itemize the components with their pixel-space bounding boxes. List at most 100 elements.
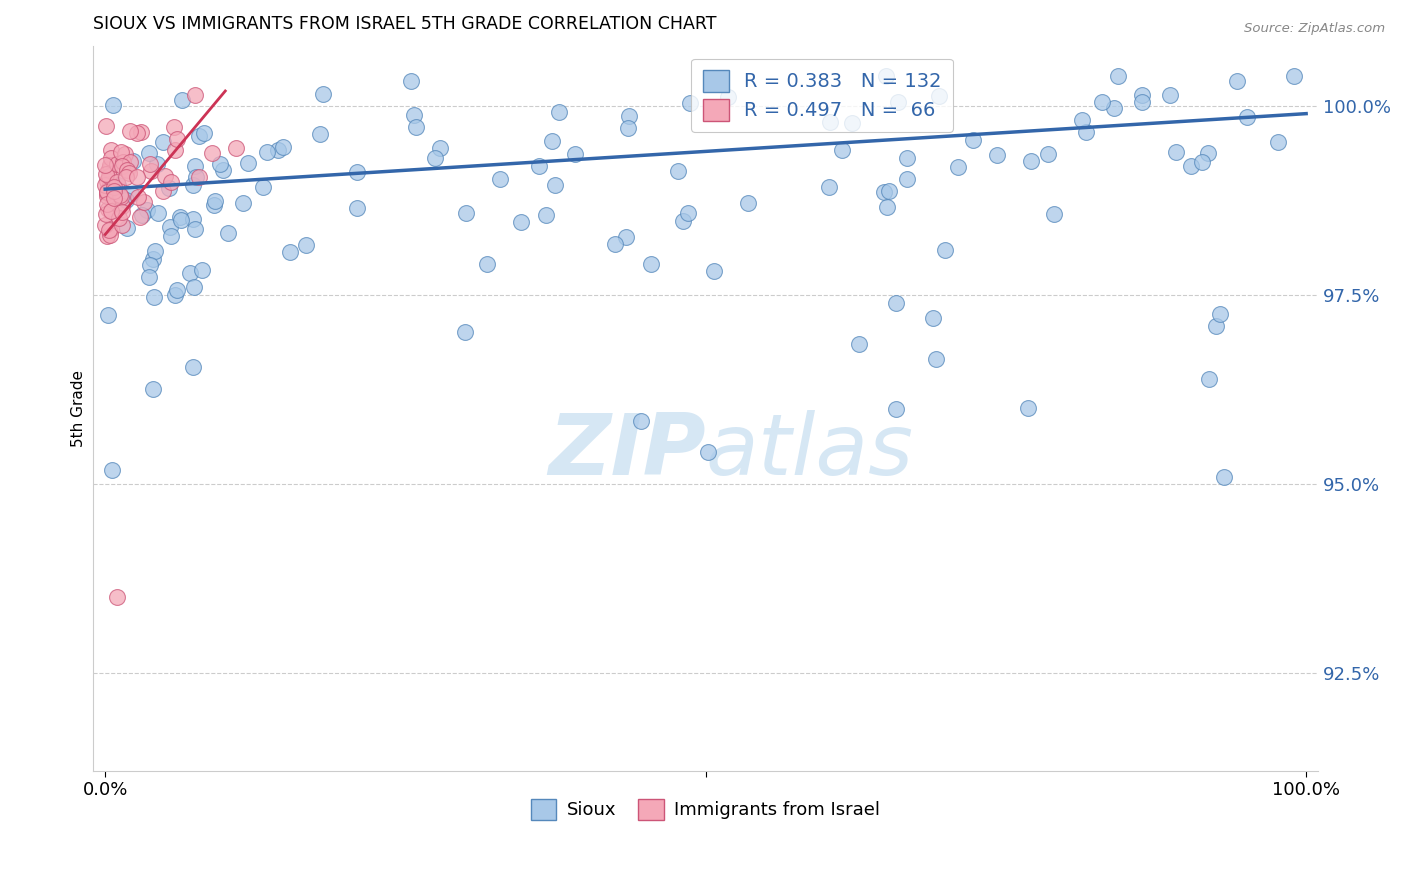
Point (103, 191, 125, 205)
Point (138, 145, 160, 160)
Point (1191, 155, 1213, 169)
Point (308, 127, 330, 141)
Point (166, 283, 188, 297)
Point (120, 187, 142, 202)
Point (96, 167, 118, 181)
Point (404, 108, 426, 122)
Point (96, 197, 118, 211)
Point (1198, 146, 1220, 161)
Point (146, 157, 169, 171)
Point (225, 141, 247, 155)
Point (127, 169, 149, 184)
Point (312, 87, 335, 101)
Point (236, 156, 259, 170)
Point (208, 157, 231, 171)
Point (152, 184, 174, 198)
Point (346, 201, 368, 215)
Point (160, 229, 183, 244)
Point (111, 218, 134, 232)
Point (94, 207, 117, 221)
Y-axis label: 5th Grade: 5th Grade (72, 369, 86, 447)
Point (129, 125, 152, 139)
Point (97, 308, 120, 322)
Point (183, 222, 205, 236)
Point (101, 98, 124, 112)
Point (346, 165, 368, 179)
Point (111, 198, 134, 212)
Point (98, 181, 121, 195)
Point (98, 161, 121, 176)
Point (96, 174, 118, 188)
Point (717, 90, 740, 104)
Point (139, 258, 162, 272)
Point (163, 143, 186, 157)
Point (896, 172, 918, 186)
Point (115, 163, 138, 178)
Point (256, 145, 278, 160)
Point (103, 184, 125, 198)
Point (183, 279, 205, 293)
Point (122, 154, 145, 169)
Point (101, 179, 124, 194)
Point (110, 205, 132, 219)
Point (640, 257, 662, 271)
Point (142, 382, 165, 396)
Point (145, 244, 167, 258)
Point (181, 359, 204, 374)
Point (107, 211, 129, 225)
Point (405, 120, 427, 135)
Text: SIOUX VS IMMIGRANTS FROM ISRAEL 5TH GRADE CORRELATION CHART: SIOUX VS IMMIGRANTS FROM ISRAEL 5TH GRAD… (93, 15, 717, 33)
Point (100, 204, 122, 219)
Point (232, 196, 254, 211)
Point (619, 109, 641, 123)
Point (267, 143, 290, 157)
Point (105, 175, 128, 189)
Point (184, 87, 207, 102)
Point (179, 266, 201, 280)
Point (108, 188, 131, 202)
Point (679, 96, 702, 111)
Point (1043, 207, 1066, 221)
Point (986, 148, 1008, 162)
Point (1205, 318, 1227, 333)
Point (153, 169, 176, 183)
Point (117, 221, 139, 235)
Point (666, 164, 689, 178)
Point (103, 180, 125, 194)
Point (107, 178, 129, 192)
Point (429, 141, 451, 155)
Point (1091, 95, 1114, 110)
Point (163, 120, 186, 135)
Text: atlas: atlas (706, 410, 914, 493)
Point (875, 69, 897, 83)
Point (252, 180, 274, 194)
Point (489, 172, 512, 186)
Point (114, 169, 136, 184)
Point (696, 444, 718, 458)
Point (928, 88, 950, 103)
Point (831, 143, 853, 157)
Point (886, 401, 908, 416)
Point (96, 228, 118, 243)
Point (1180, 159, 1202, 173)
Point (118, 166, 141, 180)
Point (143, 290, 166, 304)
Point (138, 269, 160, 284)
Point (1267, 136, 1289, 150)
Point (603, 237, 626, 252)
Point (139, 157, 162, 171)
Point (142, 252, 165, 267)
Point (110, 145, 132, 159)
Point (1236, 110, 1258, 124)
Point (737, 196, 759, 211)
Point (97, 162, 120, 177)
Point (105, 156, 128, 170)
Point (159, 181, 181, 195)
Point (848, 337, 870, 351)
Point (183, 159, 205, 173)
Point (111, 154, 134, 169)
Point (884, 296, 907, 310)
Point (96, 186, 118, 200)
Point (98, 178, 121, 192)
Point (1282, 69, 1305, 83)
